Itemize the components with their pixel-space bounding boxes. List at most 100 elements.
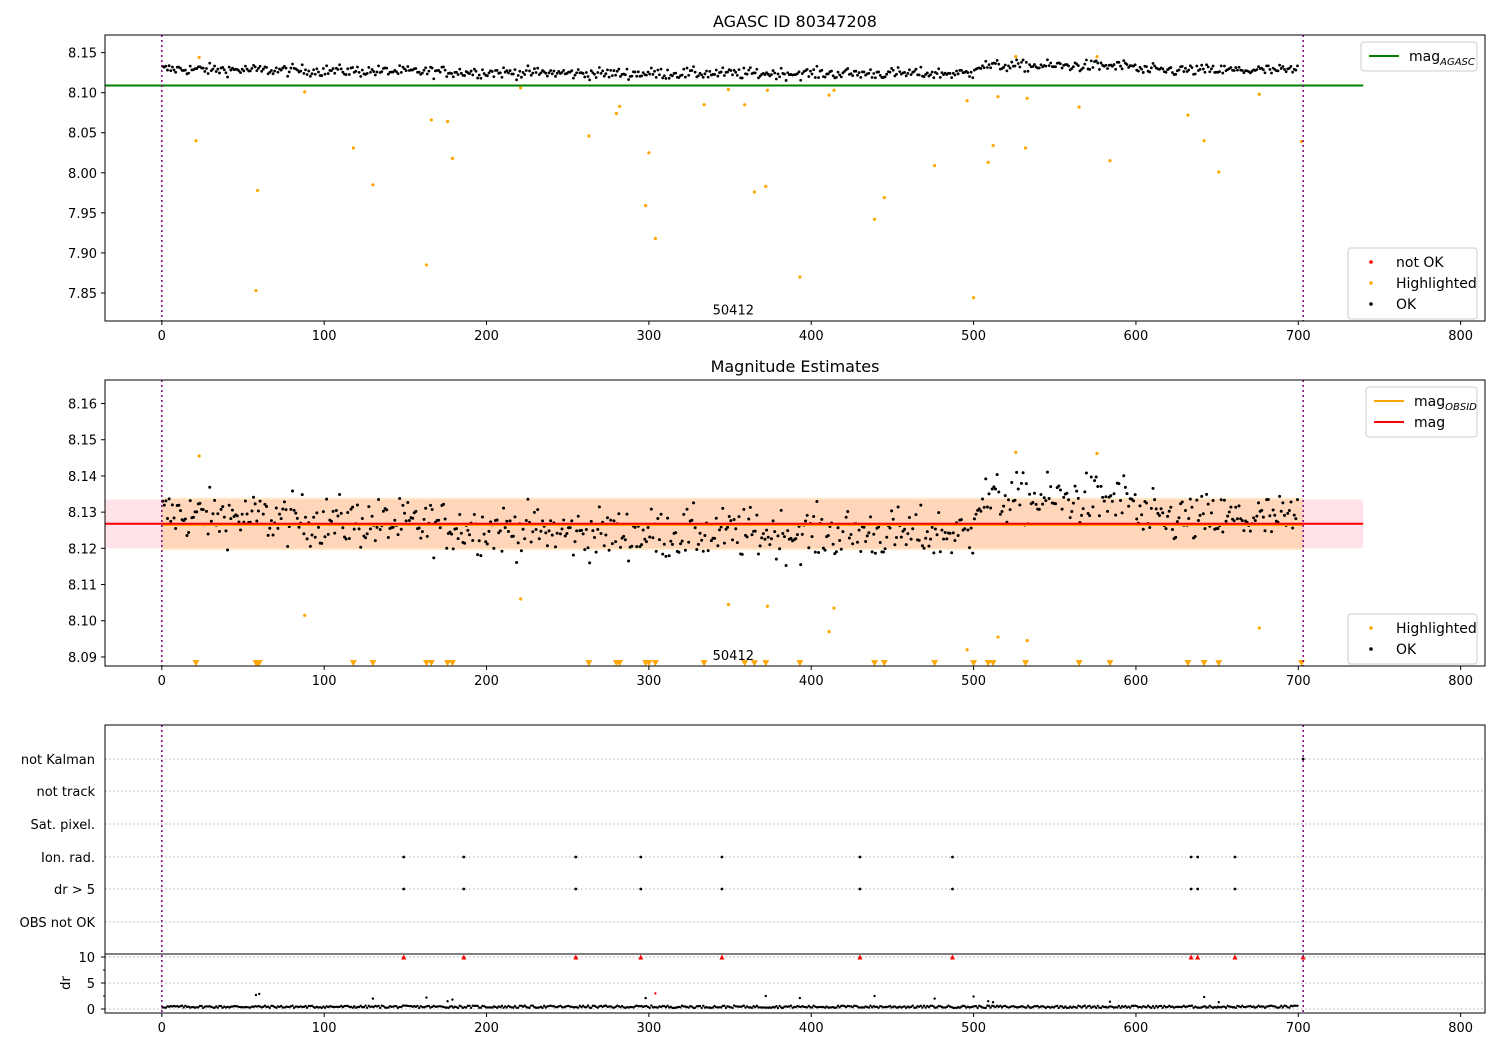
dr-point — [456, 1006, 460, 1010]
panel2-xtick-label: 700 — [1286, 674, 1311, 689]
dr-point — [400, 1005, 403, 1009]
ok-point — [1253, 519, 1257, 523]
dr-point — [789, 1004, 793, 1007]
dr-clipped-marker — [1188, 954, 1194, 960]
ok-point — [1263, 529, 1267, 533]
ok-point — [258, 499, 262, 503]
ok-point — [1102, 499, 1106, 503]
ok-point — [943, 530, 947, 534]
panel2-bottom-legend-label: Highlighted — [1396, 621, 1477, 637]
ok-point — [605, 516, 609, 520]
ok-point — [695, 547, 699, 551]
ok-point — [307, 69, 311, 73]
ok-point — [360, 517, 364, 521]
dr-point — [922, 1004, 926, 1007]
ok-point — [755, 513, 759, 517]
highlighted-point — [765, 604, 770, 608]
highlighted-point — [933, 163, 937, 168]
ok-point — [805, 513, 809, 517]
ok-point — [1021, 471, 1025, 475]
highlighted-point — [996, 95, 1000, 99]
dr-point — [476, 1004, 479, 1008]
ok-point — [299, 69, 303, 73]
ok-point — [313, 535, 317, 539]
ok-point — [417, 70, 421, 74]
ok-point — [883, 75, 887, 79]
dr-point — [590, 1006, 593, 1010]
ok-point — [1219, 64, 1223, 68]
dr-clipped-marker — [573, 954, 579, 960]
panel2-ytick-label: 8.11 — [68, 579, 97, 594]
ok-point — [867, 71, 871, 75]
highlighted-point — [1299, 139, 1304, 144]
highlighted-point — [1217, 170, 1221, 174]
ok-point — [651, 536, 655, 540]
ok-point — [890, 509, 894, 513]
ok-point — [1010, 480, 1014, 484]
ok-point — [1002, 65, 1006, 69]
ok-point — [831, 74, 835, 78]
ok-point — [1138, 504, 1142, 508]
ok-point — [769, 537, 773, 541]
ok-point — [917, 538, 921, 542]
ok-point — [1187, 68, 1191, 72]
ok-point — [375, 70, 379, 74]
highlighted-point — [303, 90, 307, 94]
ok-point — [636, 70, 640, 74]
ok-point — [536, 508, 540, 512]
ok-point — [883, 547, 887, 551]
dr-point — [867, 1006, 871, 1009]
ok-point — [471, 539, 475, 543]
ok-point — [937, 67, 941, 71]
ok-point — [451, 547, 455, 551]
below-range-marker — [1200, 660, 1208, 667]
ok-point — [708, 70, 712, 73]
ok-point — [903, 71, 906, 74]
ok-point — [312, 68, 316, 72]
ok-point — [164, 64, 168, 68]
ok-point — [938, 76, 942, 79]
ok-point — [1122, 59, 1126, 62]
ok-point — [1208, 70, 1212, 74]
ok-point — [1140, 67, 1144, 71]
ok-point — [1007, 64, 1010, 68]
dr-point — [755, 1004, 759, 1008]
ok-point — [1257, 501, 1261, 505]
ok-point — [653, 69, 656, 73]
ok-point — [477, 73, 481, 77]
ok-point — [443, 517, 447, 521]
dr-point — [1206, 1006, 1210, 1009]
ok-point — [396, 533, 400, 537]
ok-point — [271, 533, 275, 537]
ok-point — [729, 519, 733, 523]
ok-point — [420, 530, 424, 534]
ok-point — [753, 529, 757, 533]
ok-point — [667, 554, 671, 558]
ok-point — [1292, 513, 1296, 517]
panel2-ytick-label: 8.13 — [68, 506, 97, 521]
ok-point — [529, 540, 533, 544]
ok-point — [633, 525, 637, 529]
dr-outlier-point — [972, 995, 975, 998]
ok-point — [982, 505, 986, 509]
ok-point — [656, 68, 660, 72]
ok-point — [1096, 485, 1100, 489]
dr-point — [778, 1004, 781, 1008]
dr-point — [1088, 1004, 1091, 1008]
ok-point — [338, 493, 342, 497]
dr-point — [614, 1005, 617, 1009]
ok-point — [1071, 501, 1075, 505]
dr-point — [719, 1006, 723, 1009]
dr-point — [469, 1006, 473, 1010]
ok-point — [505, 69, 509, 73]
ok-point — [1106, 67, 1109, 70]
ok-point — [521, 527, 525, 531]
ok-point — [218, 71, 221, 75]
ok-point — [997, 490, 1001, 494]
ok-point — [1266, 497, 1270, 501]
ok-point — [563, 534, 567, 538]
ok-point — [518, 69, 522, 73]
panel3-frame — [104, 724, 1486, 1014]
dr-point — [935, 1006, 939, 1009]
dr-point — [1096, 1004, 1099, 1007]
